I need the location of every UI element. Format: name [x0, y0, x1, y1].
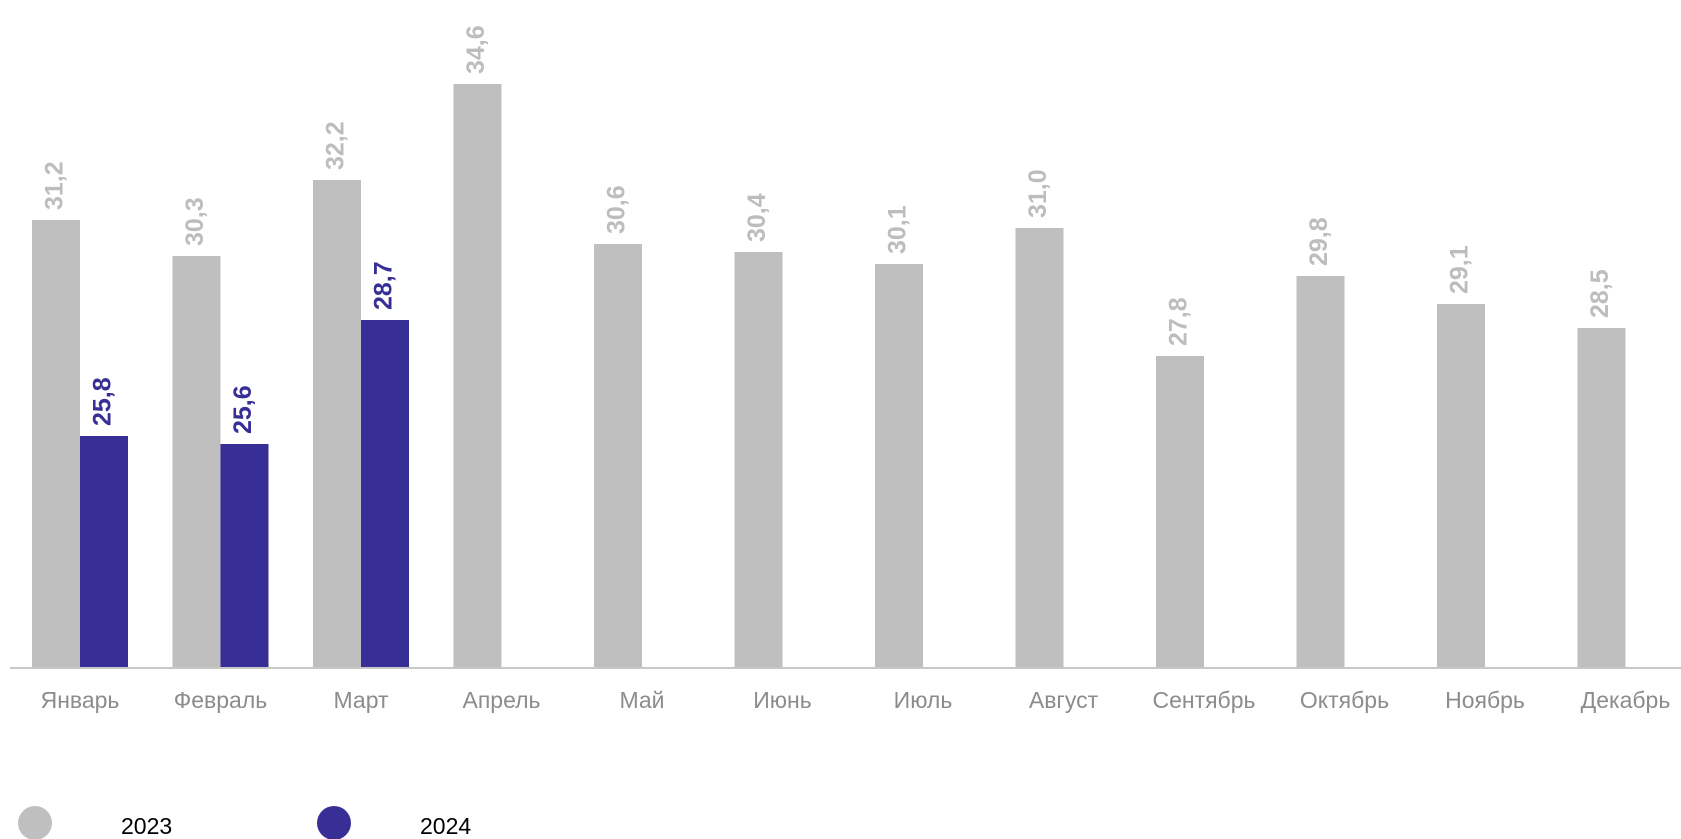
x-tick-label: Декабрь [1581, 687, 1671, 713]
bar [313, 180, 361, 668]
x-tick-label: Сентябрь [1152, 687, 1255, 713]
value-label: 34,6 [462, 25, 490, 74]
x-tick-label: Март [333, 687, 388, 713]
bar [875, 264, 923, 668]
x-tick-label: Апрель [462, 687, 540, 713]
value-label: 29,8 [1305, 217, 1333, 266]
value-label: 30,1 [884, 205, 912, 254]
bar [361, 320, 409, 668]
bar [172, 256, 221, 668]
value-label: 30,4 [743, 193, 771, 242]
x-tick-label: Февраль [174, 687, 267, 713]
x-tick-label: Январь [41, 687, 120, 713]
bar [80, 436, 128, 668]
value-label: 25,8 [89, 377, 117, 426]
value-label: 30,3 [181, 197, 209, 246]
x-tick-label: Август [1029, 687, 1099, 713]
legend-marker [317, 806, 351, 839]
bar [1015, 228, 1064, 668]
x-tick-label: Ноябрь [1445, 687, 1525, 713]
value-label: 29,1 [1446, 245, 1474, 294]
bar [32, 220, 80, 668]
bar [453, 84, 502, 668]
value-label: 27,8 [1165, 297, 1193, 346]
value-label: 30,6 [603, 185, 631, 234]
value-label: 25,6 [229, 385, 257, 434]
bar [1296, 276, 1345, 668]
x-tick-label: Июль [894, 687, 953, 713]
bar [1577, 328, 1626, 668]
bar [220, 444, 269, 668]
legend-label: 2023 [121, 813, 172, 839]
value-label: 31,0 [1024, 169, 1052, 218]
x-tick-label: Май [619, 687, 664, 713]
legend-marker [18, 806, 52, 839]
legend-label: 2024 [420, 813, 471, 839]
x-tick-label: Октябрь [1300, 687, 1389, 713]
value-label: 31,2 [41, 161, 69, 210]
bar [734, 252, 783, 668]
bar [1437, 304, 1485, 668]
value-label: 28,7 [370, 261, 398, 310]
bar [1156, 356, 1204, 668]
x-tick-label: Июнь [753, 687, 811, 713]
value-label: 32,2 [322, 121, 350, 170]
value-label: 28,5 [1586, 269, 1614, 318]
bar [594, 244, 642, 668]
